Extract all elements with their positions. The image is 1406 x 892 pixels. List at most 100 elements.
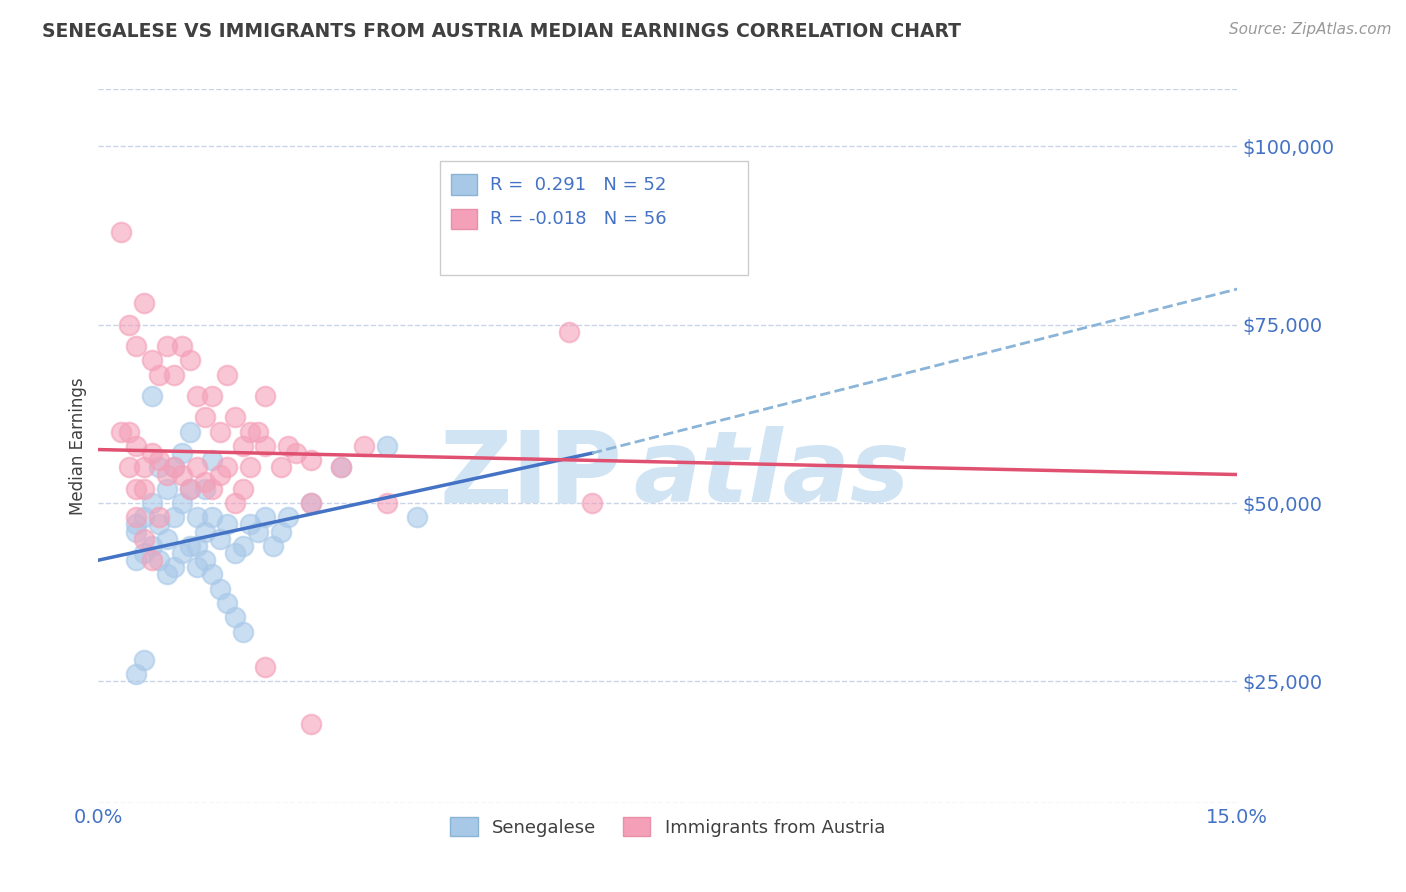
Point — [299, 496, 322, 510]
Bar — [451, 175, 477, 194]
Point — [148, 460, 170, 475]
Point — [141, 553, 163, 567]
Point — [194, 410, 217, 425]
Point — [232, 624, 254, 639]
Text: R = -0.018   N = 56: R = -0.018 N = 56 — [491, 210, 666, 227]
Point — [141, 353, 163, 368]
Point — [186, 389, 208, 403]
Point — [194, 482, 217, 496]
Point — [110, 425, 132, 439]
Point — [224, 496, 246, 510]
Point — [201, 510, 224, 524]
Point — [353, 439, 375, 453]
Point — [194, 553, 217, 567]
Point — [125, 553, 148, 567]
Point — [375, 496, 398, 510]
Point — [179, 353, 201, 368]
Point — [406, 510, 429, 524]
Point — [132, 510, 155, 524]
Point — [156, 339, 179, 353]
Point — [217, 368, 239, 382]
Point — [141, 446, 163, 460]
Point — [277, 510, 299, 524]
Point — [208, 582, 231, 596]
Point — [125, 510, 148, 524]
Point — [558, 325, 581, 339]
Point — [239, 425, 262, 439]
Point — [246, 524, 269, 539]
Point — [186, 460, 208, 475]
Point — [132, 532, 155, 546]
Point — [118, 460, 141, 475]
Point — [125, 524, 148, 539]
Text: ZIP: ZIP — [440, 426, 623, 523]
Point — [148, 517, 170, 532]
Point — [186, 510, 208, 524]
Point — [232, 539, 254, 553]
Point — [186, 560, 208, 574]
Point — [330, 460, 353, 475]
Point — [299, 453, 322, 467]
Point — [156, 467, 179, 482]
Point — [581, 496, 603, 510]
Point — [284, 446, 307, 460]
Point — [141, 389, 163, 403]
Point — [125, 439, 148, 453]
Point — [186, 539, 208, 553]
Point — [163, 560, 186, 574]
Point — [208, 467, 231, 482]
Point — [125, 517, 148, 532]
Point — [270, 524, 292, 539]
Point — [194, 524, 217, 539]
Point — [110, 225, 132, 239]
Point — [163, 368, 186, 382]
Point — [170, 467, 193, 482]
Point — [179, 482, 201, 496]
Point — [239, 517, 262, 532]
Text: SENEGALESE VS IMMIGRANTS FROM AUSTRIA MEDIAN EARNINGS CORRELATION CHART: SENEGALESE VS IMMIGRANTS FROM AUSTRIA ME… — [42, 22, 962, 41]
Point — [201, 453, 224, 467]
Point — [125, 339, 148, 353]
Point — [194, 475, 217, 489]
Point — [163, 510, 186, 524]
Point — [299, 496, 322, 510]
Point — [217, 460, 239, 475]
Point — [375, 439, 398, 453]
Point — [201, 389, 224, 403]
Point — [170, 496, 193, 510]
Point — [163, 460, 186, 475]
Point — [179, 425, 201, 439]
Point — [148, 510, 170, 524]
Point — [125, 667, 148, 681]
Point — [224, 410, 246, 425]
Point — [201, 567, 224, 582]
Point — [246, 425, 269, 439]
Point — [217, 596, 239, 610]
Point — [179, 482, 201, 496]
FancyBboxPatch shape — [440, 161, 748, 275]
Y-axis label: Median Earnings: Median Earnings — [69, 377, 87, 515]
Text: Source: ZipAtlas.com: Source: ZipAtlas.com — [1229, 22, 1392, 37]
Point — [270, 460, 292, 475]
Point — [224, 610, 246, 624]
Point — [163, 460, 186, 475]
Point — [132, 482, 155, 496]
Text: atlas: atlas — [634, 426, 910, 523]
Point — [277, 439, 299, 453]
Point — [254, 510, 277, 524]
Point — [156, 532, 179, 546]
Point — [170, 339, 193, 353]
Point — [132, 460, 155, 475]
Text: R =  0.291   N = 52: R = 0.291 N = 52 — [491, 176, 666, 194]
Point — [208, 532, 231, 546]
Point — [262, 539, 284, 553]
Point — [254, 439, 277, 453]
Point — [232, 482, 254, 496]
Point — [156, 482, 179, 496]
Point — [125, 482, 148, 496]
Point — [208, 425, 231, 439]
Point — [132, 653, 155, 667]
Point — [217, 517, 239, 532]
Bar — [451, 209, 477, 229]
Point — [170, 446, 193, 460]
